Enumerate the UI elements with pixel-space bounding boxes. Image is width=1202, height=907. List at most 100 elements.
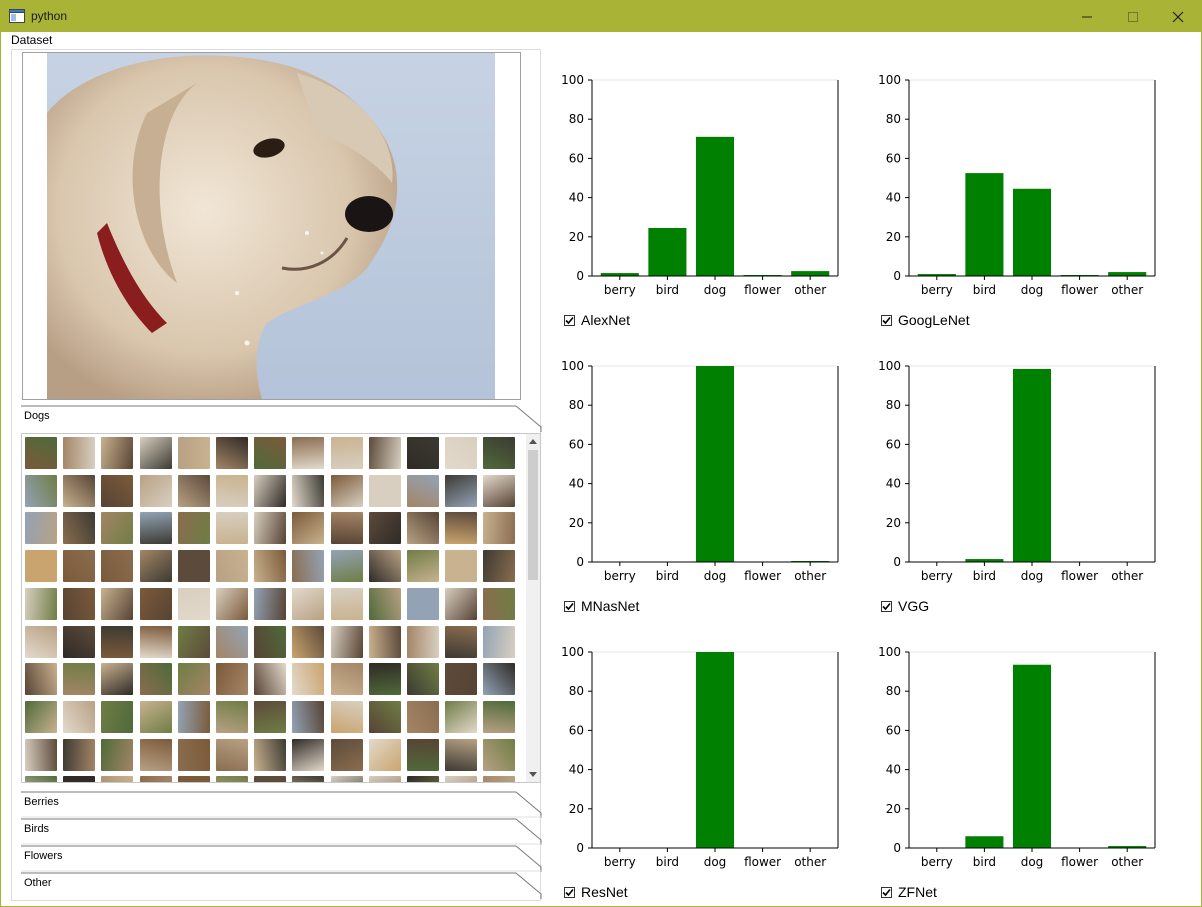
- thumbnail-item[interactable]: [216, 474, 248, 507]
- thumbnail-item[interactable]: [254, 437, 287, 469]
- thumbnail-item[interactable]: [483, 663, 516, 696]
- thumbnail-item[interactable]: [216, 776, 248, 782]
- thumbnail-item[interactable]: [101, 550, 134, 583]
- checkbox[interactable]: [881, 600, 892, 612]
- section-header-flowers[interactable]: Flowers: [21, 845, 542, 872]
- thumbnail-item[interactable]: [445, 700, 478, 733]
- thumbnail-item[interactable]: [445, 663, 478, 696]
- thumbnail-item[interactable]: [101, 512, 134, 545]
- thumbnail-item[interactable]: [483, 550, 516, 583]
- thumbnail-item[interactable]: [63, 776, 96, 782]
- minimize-button[interactable]: [1064, 1, 1110, 32]
- thumbnail-item[interactable]: [254, 663, 287, 696]
- thumbnail-item[interactable]: [101, 437, 134, 469]
- scroll-thumb[interactable]: [528, 450, 538, 580]
- thumbnail-item[interactable]: [445, 776, 478, 782]
- thumbnail-item[interactable]: [292, 776, 325, 782]
- thumbnail-item[interactable]: [254, 625, 287, 658]
- thumbnail-item[interactable]: [101, 663, 134, 696]
- thumbnail-item[interactable]: [25, 437, 57, 469]
- thumbnail-item[interactable]: [139, 437, 172, 469]
- thumbnail-item[interactable]: [25, 474, 57, 507]
- thumbnail-item[interactable]: [368, 437, 401, 469]
- thumbnail-item[interactable]: [445, 437, 478, 469]
- thumbnail-item[interactable]: [407, 663, 439, 696]
- thumbnail-item[interactable]: [139, 625, 172, 658]
- thumbnail-item[interactable]: [63, 512, 96, 545]
- thumbnail-item[interactable]: [368, 587, 401, 620]
- thumbnail-item[interactable]: [483, 700, 516, 733]
- thumbnail-item[interactable]: [368, 738, 401, 771]
- thumbnail-item[interactable]: [177, 587, 210, 620]
- thumbnail-item[interactable]: [177, 663, 210, 696]
- thumbnail-item[interactable]: [63, 437, 96, 469]
- thumbnail-item[interactable]: [63, 663, 96, 696]
- thumbnail-item[interactable]: [139, 663, 172, 696]
- model-toggle-resnet[interactable]: ResNet: [564, 884, 628, 900]
- thumbnail-item[interactable]: [368, 700, 401, 733]
- thumbnail-item[interactable]: [216, 663, 248, 696]
- model-toggle-zfnet[interactable]: ZFNet: [881, 884, 937, 900]
- thumbnail-item[interactable]: [177, 512, 210, 545]
- section-header-birds[interactable]: Birds: [21, 818, 542, 845]
- thumbnail-item[interactable]: [407, 550, 439, 583]
- thumbnail-item[interactable]: [101, 776, 134, 782]
- thumbnail-item[interactable]: [177, 474, 210, 507]
- maximize-button[interactable]: [1110, 1, 1156, 32]
- thumbnail-item[interactable]: [292, 550, 325, 583]
- thumbnail-item[interactable]: [292, 625, 325, 658]
- thumbnail-item[interactable]: [101, 587, 134, 620]
- thumbnail-item[interactable]: [407, 474, 439, 507]
- model-toggle-alexnet[interactable]: AlexNet: [564, 312, 630, 328]
- model-toggle-googlenet[interactable]: GoogLeNet: [881, 312, 970, 328]
- thumbnail-item[interactable]: [139, 700, 172, 733]
- thumbnail-item[interactable]: [25, 776, 57, 782]
- thumbnail-item[interactable]: [63, 738, 96, 771]
- thumbnail-item[interactable]: [445, 550, 478, 583]
- thumbnail-item[interactable]: [407, 700, 439, 733]
- checkbox[interactable]: [881, 314, 892, 326]
- thumbnail-item[interactable]: [25, 663, 57, 696]
- thumbnail-item[interactable]: [330, 738, 363, 771]
- thumbnail-item[interactable]: [139, 587, 172, 620]
- thumbnail-item[interactable]: [445, 512, 478, 545]
- thumbnail-item[interactable]: [216, 512, 248, 545]
- menu-dataset[interactable]: Dataset: [11, 33, 53, 47]
- thumbnail-item[interactable]: [139, 738, 172, 771]
- thumbnail-item[interactable]: [25, 700, 57, 733]
- thumbnail-item[interactable]: [177, 550, 210, 583]
- checkbox[interactable]: [881, 886, 892, 898]
- thumbnail-item[interactable]: [177, 738, 210, 771]
- thumbnail-item[interactable]: [483, 776, 516, 782]
- thumbnail-item[interactable]: [368, 474, 401, 507]
- thumbnail-item[interactable]: [216, 587, 248, 620]
- checkbox[interactable]: [564, 314, 575, 326]
- thumbnail-item[interactable]: [254, 587, 287, 620]
- thumbnail-item[interactable]: [254, 512, 287, 545]
- section-header-other[interactable]: Other: [21, 872, 542, 899]
- thumbnail-item[interactable]: [483, 512, 516, 545]
- thumbnail-item[interactable]: [292, 700, 325, 733]
- thumbnail-item[interactable]: [292, 512, 325, 545]
- thumbnail-item[interactable]: [445, 625, 478, 658]
- thumbnail-item[interactable]: [25, 550, 57, 583]
- thumbnail-scrollbar[interactable]: [526, 434, 540, 782]
- checkbox[interactable]: [564, 886, 575, 898]
- thumbnail-item[interactable]: [63, 587, 96, 620]
- thumbnail-item[interactable]: [139, 474, 172, 507]
- thumbnail-item[interactable]: [330, 587, 363, 620]
- model-toggle-mnasnet[interactable]: MNasNet: [564, 598, 639, 614]
- thumbnail-item[interactable]: [101, 700, 134, 733]
- thumbnail-item[interactable]: [139, 776, 172, 782]
- thumbnail-item[interactable]: [407, 512, 439, 545]
- thumbnail-item[interactable]: [63, 700, 96, 733]
- close-button[interactable]: [1155, 1, 1201, 32]
- thumbnail-item[interactable]: [330, 776, 363, 782]
- thumbnail-item[interactable]: [25, 512, 57, 545]
- thumbnail-item[interactable]: [254, 550, 287, 583]
- thumbnail-item[interactable]: [330, 625, 363, 658]
- thumbnail-item[interactable]: [368, 625, 401, 658]
- thumbnail-item[interactable]: [330, 437, 363, 469]
- thumbnail-item[interactable]: [330, 700, 363, 733]
- thumbnail-item[interactable]: [330, 550, 363, 583]
